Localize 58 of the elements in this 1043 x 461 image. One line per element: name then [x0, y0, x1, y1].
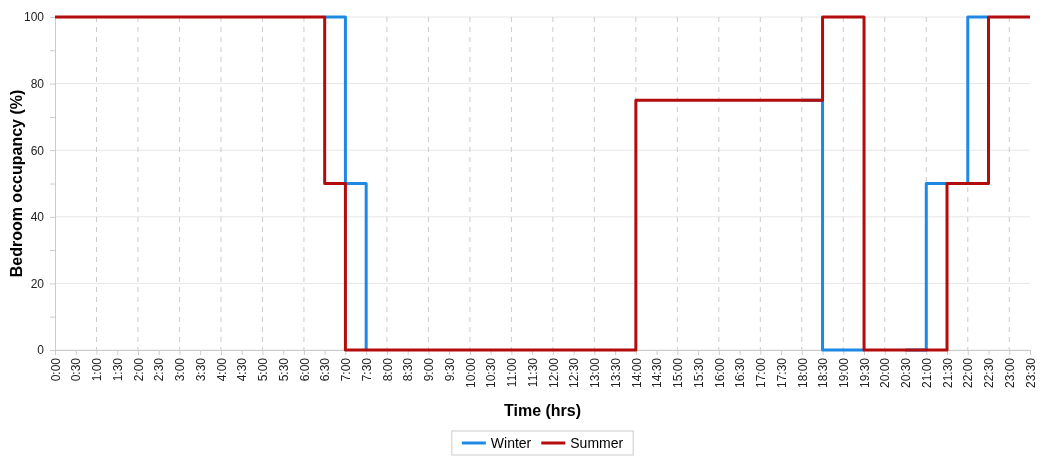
- x-tick-label: 14:30: [650, 357, 665, 389]
- legend-label: Winter: [490, 435, 532, 451]
- x-tick-label: 21:00: [919, 357, 934, 389]
- x-axis-title: Time (hrs): [503, 402, 582, 419]
- x-tick-label: 23:30: [1023, 357, 1038, 389]
- x-tick-label: 22:30: [982, 357, 997, 389]
- x-tick-label: 20:00: [878, 357, 893, 389]
- x-tick-label: 17:00: [754, 357, 769, 389]
- x-tick-label: 10:00: [463, 357, 478, 389]
- x-tick-label: 12:00: [546, 357, 561, 389]
- x-tick-label: 17:30: [774, 357, 789, 389]
- y-tick-label: 60: [30, 143, 45, 158]
- x-tick-label: 15:30: [691, 357, 706, 389]
- x-tick-label: 11:00: [505, 357, 520, 388]
- y-tick-label: 0: [37, 343, 45, 358]
- x-tick-label: 2:00: [131, 357, 146, 382]
- x-tick-label: 9:30: [442, 357, 457, 382]
- x-tick-label: 6:30: [318, 357, 333, 382]
- x-tick-label: 13:00: [588, 357, 603, 389]
- x-tick-label: 3:00: [173, 357, 188, 382]
- x-tick-label: 0:00: [48, 357, 63, 382]
- x-tick-label: 13:30: [608, 357, 623, 389]
- y-tick-label: 80: [30, 76, 45, 91]
- x-tick-label: 3:30: [193, 357, 208, 382]
- x-tick-label: 5:30: [276, 357, 291, 382]
- x-tick-label: 8:30: [401, 357, 416, 382]
- x-tick-label: 4:30: [235, 357, 250, 382]
- x-tick-label: 4:00: [214, 357, 229, 382]
- x-tick-label: 6:00: [297, 357, 312, 382]
- x-tick-label: 1:00: [90, 357, 105, 382]
- y-axis-title: Bedroom occupancy (%): [8, 89, 25, 278]
- x-tick-label: 12:30: [567, 357, 582, 389]
- x-tick-label: 11:30: [525, 357, 540, 388]
- x-tick-label: 18:00: [795, 357, 810, 389]
- y-tick-label: 40: [30, 210, 45, 225]
- x-tick-label: 10:30: [484, 357, 499, 389]
- x-tick-label: 2:30: [152, 357, 167, 382]
- x-tick-label: 15:00: [671, 357, 686, 389]
- x-tick-label: 0:30: [69, 357, 84, 382]
- x-tick-label: 20:30: [899, 357, 914, 389]
- x-tick-label: 1:30: [110, 357, 125, 382]
- x-tick-label: 7:30: [359, 357, 374, 382]
- x-tick-label: 5:00: [256, 357, 271, 382]
- legend-label: Summer: [570, 435, 624, 451]
- x-tick-label: 21:30: [940, 357, 955, 389]
- x-tick-label: 18:30: [816, 357, 831, 389]
- y-tick-label: 20: [30, 276, 45, 291]
- x-tick-label: 9:00: [422, 357, 437, 382]
- y-tick-label: 100: [23, 10, 45, 25]
- x-tick-label: 19:00: [837, 357, 851, 389]
- x-tick-label: 8:00: [380, 357, 395, 382]
- x-tick-label: 23:00: [1002, 357, 1017, 389]
- x-tick-label: 19:30: [857, 357, 872, 389]
- x-tick-label: 7:00: [339, 357, 354, 382]
- x-tick-label: 16:00: [712, 357, 727, 389]
- x-tick-label: 14:00: [629, 357, 644, 389]
- x-tick-label: 16:30: [733, 357, 748, 389]
- x-tick-label: 22:00: [961, 357, 976, 389]
